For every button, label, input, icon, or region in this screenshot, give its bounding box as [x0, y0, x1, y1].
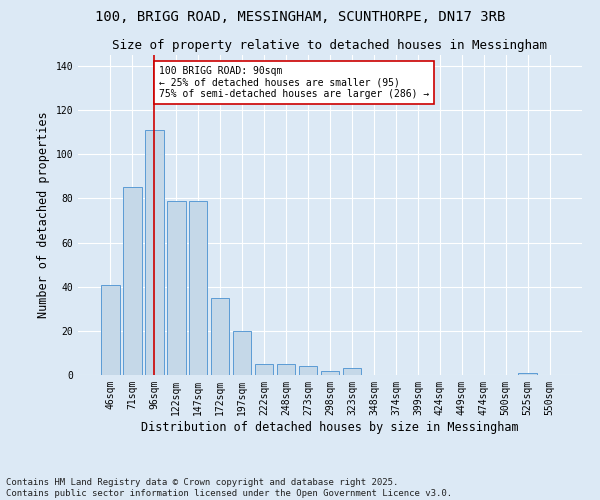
Bar	[299, 366, 317, 375]
Bar	[343, 368, 361, 375]
Bar	[255, 364, 274, 375]
X-axis label: Distribution of detached houses by size in Messingham: Distribution of detached houses by size …	[141, 420, 519, 434]
Bar	[233, 331, 251, 375]
Bar	[320, 370, 340, 375]
Bar	[277, 364, 295, 375]
Bar	[123, 188, 142, 375]
Bar	[145, 130, 164, 375]
Bar	[518, 373, 537, 375]
Y-axis label: Number of detached properties: Number of detached properties	[37, 112, 50, 318]
Bar	[101, 284, 119, 375]
Text: 100, BRIGG ROAD, MESSINGHAM, SCUNTHORPE, DN17 3RB: 100, BRIGG ROAD, MESSINGHAM, SCUNTHORPE,…	[95, 10, 505, 24]
Bar	[189, 200, 208, 375]
Text: Contains HM Land Registry data © Crown copyright and database right 2025.
Contai: Contains HM Land Registry data © Crown c…	[6, 478, 452, 498]
Text: 100 BRIGG ROAD: 90sqm
← 25% of detached houses are smaller (95)
75% of semi-deta: 100 BRIGG ROAD: 90sqm ← 25% of detached …	[158, 66, 429, 99]
Bar	[211, 298, 229, 375]
Bar	[167, 200, 185, 375]
Title: Size of property relative to detached houses in Messingham: Size of property relative to detached ho…	[113, 40, 548, 52]
